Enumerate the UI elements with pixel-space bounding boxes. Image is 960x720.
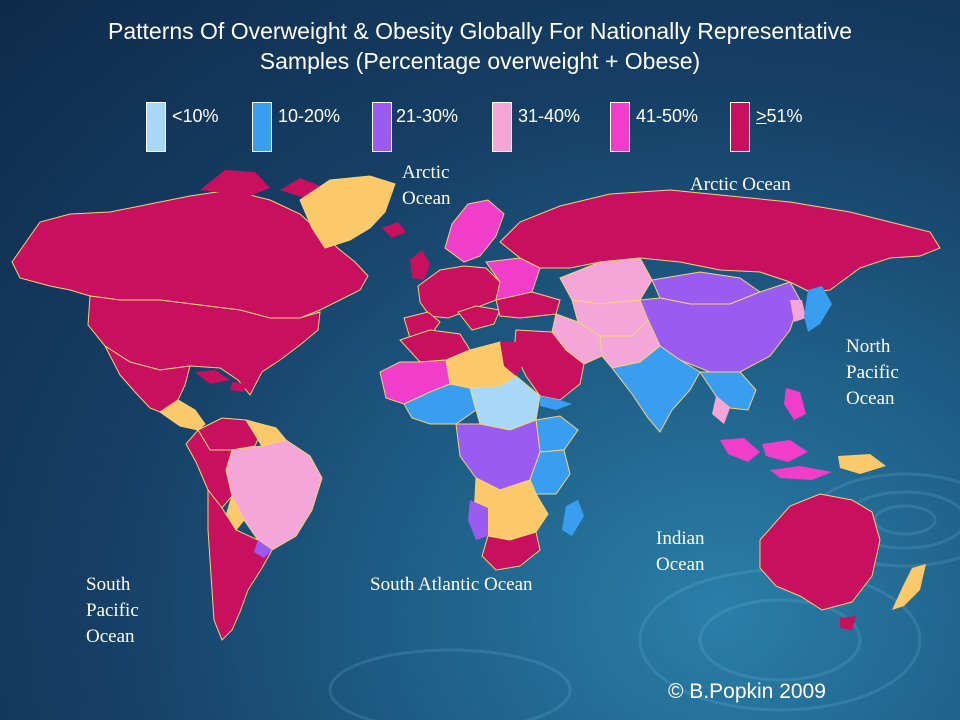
- region-india: [611, 345, 701, 433]
- title-line-2: Samples (Percentage overweight + Obese): [259, 48, 701, 74]
- region-italy-balkans: [457, 305, 501, 331]
- legend-swatch-21-30: [372, 102, 392, 152]
- north-america: [11, 170, 396, 431]
- region-caribbean: [195, 370, 246, 392]
- region-australia: [759, 493, 881, 611]
- region-arctic-islands: [200, 170, 320, 226]
- region-yemen: [540, 396, 572, 410]
- ocean-label-arctic-line1: Arctic: [402, 162, 450, 183]
- middle-east-central-asia: [495, 257, 653, 410]
- ocean-label-south-pacific-line1: South: [86, 574, 131, 595]
- region-uruguay: [254, 540, 272, 558]
- africa: [379, 329, 584, 571]
- region-tasmania: [840, 616, 856, 630]
- region-peru-bolivia: [185, 429, 233, 509]
- south-america: [185, 417, 323, 641]
- region-argentina-chile: [207, 488, 273, 641]
- region-indonesia: [720, 438, 832, 480]
- copyright-credit: © B.Popkin 2009: [668, 680, 826, 703]
- legend-label-10-20: 10-20%: [278, 106, 341, 126]
- ocean-label-north-pacific-line2: Pacific: [846, 362, 899, 383]
- oceania: [759, 493, 926, 630]
- region-egypt: [500, 342, 526, 376]
- region-iceland: [382, 222, 406, 238]
- region-uk: [410, 250, 430, 280]
- ocean-label-north-pacific-line3: Ocean: [846, 388, 895, 409]
- region-papua: [838, 454, 886, 474]
- region-central-america: [159, 399, 206, 431]
- ocean-label-north-pacific: North Pacific Ocean: [846, 334, 899, 412]
- title-line-1: Patterns Of Overweight & Obesity Globall…: [108, 18, 852, 44]
- legend-swatch-31-40: [492, 102, 512, 152]
- ocean-label-south-pacific-line2: Pacific: [86, 600, 139, 621]
- region-japan: [804, 286, 832, 332]
- region-south-africa: [481, 531, 541, 571]
- region-namibia: [468, 500, 488, 540]
- legend-label-over-51-suffix: 51%: [766, 106, 803, 126]
- region-greenland: [299, 175, 396, 249]
- region-new-zealand: [892, 564, 926, 610]
- asia: [599, 271, 886, 480]
- legend-swatch-over-51: [730, 102, 750, 152]
- region-scandinavia: [444, 199, 505, 263]
- region-ethiopia: [535, 415, 579, 453]
- ocean-label-south-atlantic: South Atlantic Ocean: [370, 574, 533, 595]
- ocean-label-south-pacific: South Pacific Ocean: [86, 572, 139, 650]
- ocean-label-indian-line2: Ocean: [656, 554, 705, 575]
- region-madagascar: [562, 500, 584, 536]
- legend-label-31-40: 31-40%: [518, 106, 581, 126]
- region-thailand: [712, 396, 730, 424]
- ocean-label-north-pacific-line1: North: [846, 336, 891, 357]
- legend-label-over-51: >51%: [756, 106, 803, 127]
- legend-label-over-51-prefix: >: [756, 106, 767, 126]
- region-southeast-asia: [699, 371, 757, 411]
- region-central-africa: [455, 419, 541, 491]
- ocean-label-arctic: Arctic Ocean: [402, 160, 451, 212]
- ocean-label-arctic-right: Arctic Ocean: [690, 174, 791, 195]
- legend-swatch-41-50: [610, 102, 630, 152]
- legend-label-under-10: <10%: [172, 106, 219, 126]
- ocean-label-indian-line1: Indian: [656, 528, 705, 549]
- legend: <10% 10-20% 21-30% 31-40% 41-50% >51%: [0, 102, 960, 154]
- ocean-label-indian: Indian Ocean: [656, 526, 705, 578]
- legend-swatch-10-20: [252, 102, 272, 152]
- ocean-label-arctic-line2: Ocean: [402, 188, 451, 209]
- europe: [382, 199, 541, 339]
- region-korea: [790, 300, 806, 322]
- map-title: Patterns Of Overweight & Obesity Globall…: [0, 16, 960, 76]
- legend-label-21-30: 21-30%: [396, 106, 459, 126]
- legend-swatch-under-10: [146, 102, 166, 152]
- region-philippines: [784, 388, 806, 420]
- ocean-label-south-pacific-line3: Ocean: [86, 626, 135, 647]
- legend-label-41-50: 41-50%: [636, 106, 699, 126]
